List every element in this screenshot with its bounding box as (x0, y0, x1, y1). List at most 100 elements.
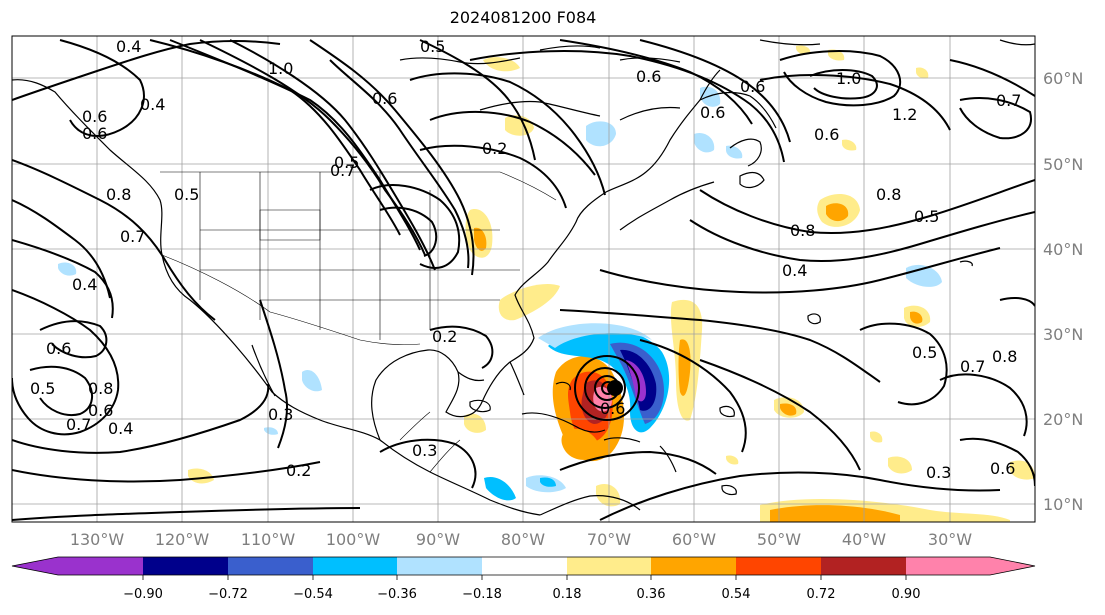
longitude-label: 100°W (326, 530, 381, 549)
positive-anomaly-region (770, 505, 900, 522)
latitude-label: 20°N (1043, 410, 1083, 429)
contour-label: 0.2 (482, 139, 507, 158)
positive-anomaly-region (916, 67, 929, 79)
colorbar-segment (736, 557, 821, 575)
contour-label: 0.4 (782, 261, 807, 280)
contour-label: 0.5 (174, 185, 199, 204)
colorbar-tick-label: 0.72 (807, 587, 836, 602)
positive-anomaly-region (826, 203, 849, 222)
longitude-label: 130°W (70, 530, 125, 549)
positive-anomaly-region (910, 311, 923, 324)
colorbar-segment (990, 557, 1035, 575)
contour-label: 0.6 (82, 107, 107, 126)
latitude-label: 60°N (1043, 69, 1083, 88)
longitude-label: 90°W (416, 530, 460, 549)
negative-anomaly-region (538, 323, 652, 348)
negative-anomaly-region (302, 370, 322, 392)
positive-anomaly-region (828, 49, 845, 61)
colorbar-segment (651, 557, 736, 575)
colorbar-segment (567, 557, 651, 575)
contour-label: 0.4 (72, 275, 97, 294)
storm-center-marker (607, 380, 623, 396)
contour-label: 0.6 (636, 67, 661, 86)
contour-label: 1.0 (836, 69, 861, 88)
negative-anomaly-region (484, 476, 516, 501)
map-title: 2024081200 F084 (449, 8, 597, 27)
colorbar-tick-label: 0.90 (892, 587, 921, 602)
colorbar-segment (12, 557, 58, 575)
colorbar-segment (906, 557, 990, 575)
colorbar: −0.90 −0.72 −0.54 −0.36 −0.18 0.18 0.36 … (11, 556, 1036, 602)
colorbar-tick-label: −0.72 (208, 587, 248, 602)
contour-label: 0.6 (700, 103, 725, 122)
contour-label: 0.3 (926, 463, 951, 482)
latitude-label: 10°N (1043, 495, 1083, 514)
longitude-labels: 130°W 120°W 110°W 100°W 90°W 80°W 70°W 6… (70, 530, 972, 549)
contour-label: 0.6 (88, 401, 113, 420)
positive-anomaly-region (561, 428, 600, 460)
contour-label: 0.4 (116, 37, 141, 56)
contour-label: 0.2 (432, 327, 457, 346)
positive-anomaly-region (483, 57, 520, 72)
contour-label: 0.7 (120, 227, 145, 246)
contour-label: 0.8 (876, 185, 901, 204)
contour-label: 0.7 (66, 415, 91, 434)
contour-label: 0.2 (286, 461, 311, 480)
contour-label: 0.6 (990, 459, 1015, 478)
latitude-label: 40°N (1043, 240, 1083, 259)
contour-label: 0.8 (106, 185, 131, 204)
colorbar-segment (821, 557, 906, 575)
contour-label: 0.5 (912, 343, 937, 362)
longitude-label: 80°W (501, 530, 545, 549)
contour-label: 0.6 (814, 125, 839, 144)
positive-anomaly-region (498, 283, 560, 321)
contour-label: 0.8 (790, 221, 815, 240)
longitude-label: 120°W (155, 530, 210, 549)
colorbar-segment (313, 557, 397, 575)
contour-label: 0.7 (960, 357, 985, 376)
contour-label: 0.5 (334, 153, 359, 172)
contour-label: 0.4 (140, 95, 165, 114)
colorbar-tick-label: 0.36 (637, 587, 666, 602)
contour-label: 0.6 (372, 89, 397, 108)
positive-anomaly-region (678, 339, 691, 396)
positive-anomaly-region (888, 456, 912, 474)
map-frame (11, 35, 1036, 523)
longitude-label: 60°W (672, 530, 716, 549)
longitude-label: 110°W (241, 530, 296, 549)
positive-anomaly-region (870, 431, 883, 443)
contour-lines (12, 39, 1035, 521)
contour-label: 0.7 (330, 161, 355, 180)
contour-label: 0.6 (82, 124, 107, 143)
colorbar-outline (11, 556, 1036, 576)
colorbar-ticks (142, 575, 907, 580)
negative-anomaly-region (694, 132, 715, 153)
contour-label: 0.5 (30, 379, 55, 398)
contour-label: 0.6 (46, 339, 71, 358)
positive-anomaly-region (464, 413, 486, 433)
positive-anomaly-region (780, 403, 797, 416)
contour-label: 1.2 (892, 105, 917, 124)
colorbar-tick-label: −0.54 (293, 587, 333, 602)
colorbar-segment (397, 557, 482, 575)
latitude-labels: 60°N 50°N 40°N 30°N 20°N 10°N (1043, 69, 1083, 514)
latitude-label: 50°N (1043, 155, 1083, 174)
longitude-label: 50°W (757, 530, 801, 549)
negative-anomaly-region (626, 360, 646, 402)
colorbar-tick-label: −0.18 (462, 587, 502, 602)
contour-label: 0.6 (740, 77, 765, 96)
colorbar-tick-label: 0.54 (722, 587, 751, 602)
contour-label: 0.5 (420, 37, 445, 56)
negative-anomaly-region (264, 427, 278, 435)
negative-anomaly-region (58, 262, 77, 276)
colorbar-segment (482, 557, 567, 575)
contour-label: 0.3 (412, 441, 437, 460)
colorbar-tick-label: 0.18 (553, 587, 582, 602)
colorbar-tick-label: −0.90 (123, 587, 163, 602)
positive-anomaly-region (726, 455, 739, 465)
colorbar-segment (143, 557, 228, 575)
graticule (12, 36, 1035, 522)
longitude-label: 40°W (842, 530, 886, 549)
longitude-label: 70°W (587, 530, 631, 549)
